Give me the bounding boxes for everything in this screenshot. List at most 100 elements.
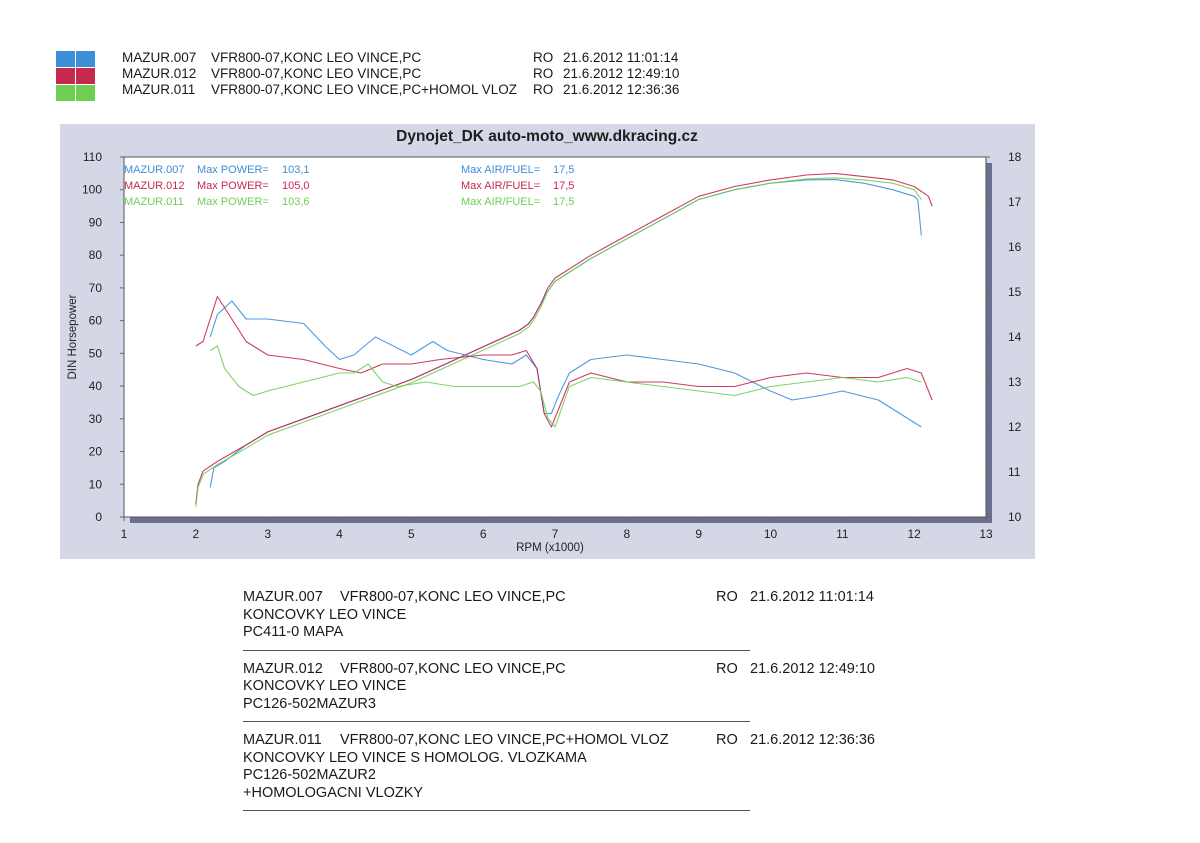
x-tick-label: 1 [121, 527, 128, 541]
series-group [195, 172, 933, 508]
run-color-swatches [54, 51, 98, 101]
swatch-run-3 [76, 85, 95, 101]
dyno-chart: Dynojet_DK auto-moto_www.dkracing.cz 0 10 2… [67, 128, 1035, 554]
run-id: MAZUR.007 [122, 50, 197, 65]
annotation-afr-label: Max AIR/FUEL= [461, 164, 540, 176]
run-ro: RO [533, 50, 554, 65]
annotation-afr-value: 17,5 [553, 180, 574, 192]
run-legend-row: MAZUR.012 VFR800-07,KONC LEO VINCE,PC RO… [122, 66, 702, 82]
swatch-run-2 [76, 68, 95, 84]
note-run-id: MAZUR.012 [243, 660, 323, 677]
run-legend-row: MAZUR.011 VFR800-07,KONC LEO VINCE,PC+HO… [122, 82, 702, 98]
x-axis-label: RPM (x1000) [516, 542, 584, 554]
note-run-ro: RO [716, 589, 738, 605]
y2-tick-label: 11 [1008, 465, 1021, 479]
x-tick-label: 3 [264, 527, 271, 541]
note-run-description: VFR800-07,KONC LEO VINCE,PC [340, 660, 566, 677]
run-description: VFR800-07,KONC LEO VINCE,PC [211, 66, 422, 81]
x-tick-label: 8 [623, 527, 630, 541]
swatch-run-2 [56, 68, 75, 84]
run-description: VFR800-07,KONC LEO VINCE,PC+HOMOL VLOZ [211, 82, 517, 97]
annotation-power-label: Max POWER= [197, 196, 269, 208]
x-tick-label: 4 [336, 527, 343, 541]
y-tick-label: 20 [89, 445, 103, 459]
annotation-power-value: 105,0 [282, 180, 310, 192]
x-tick-label: 7 [552, 527, 559, 541]
y2-tick-label: 15 [1008, 285, 1022, 299]
run-description: VFR800-07,KONC LEO VINCE,PC [211, 50, 422, 65]
annotation-power-value: 103,1 [282, 164, 310, 176]
annotation-run-id: MAZUR.007 [124, 164, 185, 176]
annotation-afr-label: Max AIR/FUEL= [461, 196, 540, 208]
series-afr-mazur-011 [209, 345, 922, 428]
x-tick-label: 5 [408, 527, 415, 541]
y2-tick-label: 18 [1008, 150, 1022, 164]
run-legend-row: MAZUR.007 VFR800-07,KONC LEO VINCE,PC RO… [122, 50, 702, 66]
y2-axis-label: Air-Fuel Ratio [1033, 302, 1035, 372]
x-tick-label: 10 [764, 527, 778, 541]
run-notes: MAZUR.007 VFR800-07,KONC LEO VINCE,PC RO … [243, 589, 903, 821]
note-line: PC126-502MAZUR3 [243, 695, 376, 712]
note-run-id: MAZUR.011 [243, 732, 322, 748]
y-tick-label: 80 [89, 248, 103, 262]
y-tick-label: 40 [89, 379, 103, 393]
note-line: KONCOVKY LEO VINCE S HOMOLOG. VLOZKAMA [243, 749, 587, 766]
note-line: +HOMOLOGACNI VLOZKY [243, 784, 424, 801]
note-run-datetime: 21.6.2012 11:01:14 [750, 589, 874, 605]
note-run-id: MAZUR.007 [243, 589, 323, 605]
plot-area [123, 156, 987, 518]
annotation-power-value: 103,6 [282, 196, 310, 208]
run-datetime: 21.6.2012 11:01:14 [563, 50, 679, 65]
dyno-chart-panel: Dynojet_DK auto-moto_www.dkracing.cz 0 10 2… [60, 124, 1035, 559]
y2-tick-label: 17 [1008, 195, 1022, 209]
annotation-power-label: Max POWER= [197, 164, 269, 176]
note-line: KONCOVKY LEO VINCE [243, 678, 407, 694]
note-run-ro: RO [716, 660, 738, 677]
run-id: MAZUR.011 [122, 82, 196, 97]
series-afr-mazur-012 [195, 295, 933, 428]
series-power-mazur-011 [195, 177, 922, 508]
y-tick-label: 90 [89, 215, 103, 229]
note-line: KONCOVKY LEO VINCE [243, 606, 407, 623]
swatch-run-1 [56, 51, 75, 67]
note-run-ro: RO [716, 732, 738, 748]
run-note: MAZUR.007 VFR800-07,KONC LEO VINCE,PC RO … [243, 589, 874, 651]
run-ro: RO [533, 82, 554, 97]
x-tick-label: 6 [480, 527, 487, 541]
annotation-afr-value: 17,5 [553, 164, 574, 176]
y-tick-label: 30 [89, 412, 103, 426]
note-run-datetime: 21.6.2012 12:36:36 [750, 732, 875, 748]
run-ro: RO [533, 66, 554, 81]
annotation-afr-value: 17,5 [553, 196, 574, 208]
y2-tick-label: 14 [1008, 330, 1022, 344]
y2-tick-label: 12 [1008, 420, 1022, 434]
x-tick-label: 2 [192, 527, 199, 541]
y2-tick-label: 13 [1008, 375, 1022, 389]
note-run-datetime: 21.6.2012 12:49:10 [750, 660, 875, 677]
swatch-run-1 [76, 51, 95, 67]
x-tick-label: 12 [907, 527, 921, 541]
x-tick-label: 11 [836, 527, 849, 541]
run-datetime: 21.6.2012 12:49:10 [563, 66, 680, 81]
run-note: MAZUR.011 VFR800-07,KONC LEO VINCE,PC+HOM… [243, 732, 875, 811]
run-datetime: 21.6.2012 12:36:36 [563, 82, 680, 97]
y-tick-label: 110 [83, 150, 102, 164]
run-id: MAZUR.012 [122, 66, 197, 81]
y-tick-label: 100 [82, 183, 102, 197]
y-tick-label: 60 [89, 314, 103, 328]
chart-title: Dynojet_DK auto-moto_www.dkracing.cz [396, 128, 698, 145]
run-legend: MAZUR.007 VFR800-07,KONC LEO VINCE,PC RO… [122, 50, 702, 98]
run-note: MAZUR.012 VFR800-07,KONC LEO VINCE,PC RO … [243, 660, 875, 722]
annotation-power-label: Max POWER= [197, 180, 269, 192]
y-axis-label: DIN Horsepower [67, 294, 79, 379]
y-tick-label: 10 [89, 477, 103, 491]
y2-tick-label: 16 [1008, 240, 1022, 254]
annotation-run-id: MAZUR.012 [124, 180, 185, 192]
y-tick-label: 70 [89, 281, 103, 295]
note-line: PC411-0 MAPA [243, 624, 344, 640]
note-run-description: VFR800-07,KONC LEO VINCE,PC [340, 589, 566, 605]
annotation-run-id: MAZUR.011 [124, 196, 184, 208]
y-tick-label: 0 [95, 510, 102, 524]
annotation-afr-label: Max AIR/FUEL= [461, 180, 540, 192]
x-tick-label: 13 [979, 527, 993, 541]
